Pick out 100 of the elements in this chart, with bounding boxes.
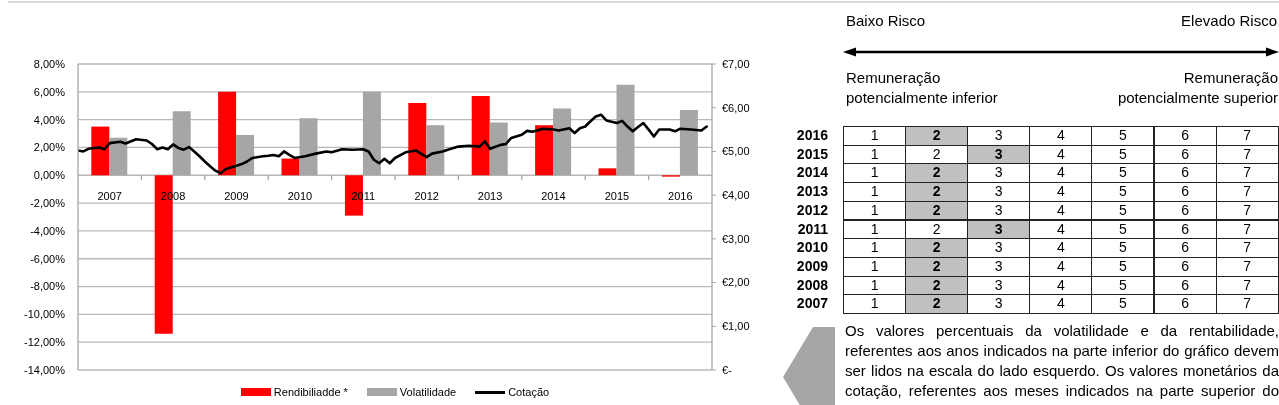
- data-label: 5: [1091, 200, 1155, 221]
- bar: [299, 118, 318, 176]
- text: Remuneração potencialmente superior: [1116, 68, 1278, 107]
- y-tick-label: -12,00%: [24, 336, 66, 349]
- y2-tick-label: €4,00: [722, 189, 750, 202]
- x-tick-label: 2016: [668, 190, 693, 203]
- y-tick-label: 2007: [795, 294, 828, 313]
- y-tick-label: 2009: [795, 256, 828, 276]
- y-tick-label: 2,00%: [33, 141, 66, 154]
- data-label: 5: [1091, 294, 1155, 314]
- data-label: 7: [1215, 256, 1279, 277]
- y2-tick-label: €1,00: [722, 320, 750, 333]
- data-label: 4: [1029, 182, 1093, 202]
- data-label: 1: [843, 238, 907, 258]
- y-tick-label: 2016: [795, 126, 828, 145]
- data-label: 2: [905, 144, 969, 165]
- x-tick-label: 2013: [477, 190, 503, 203]
- data-label: 3: [967, 275, 1031, 296]
- data-label: 5: [1091, 219, 1155, 240]
- data-label: 4: [1029, 256, 1093, 277]
- data-label: 3: [967, 256, 1031, 277]
- line-series: [78, 113, 709, 175]
- data-label: 7: [1215, 219, 1279, 240]
- data-label: 5: [1091, 275, 1155, 296]
- data-label: 3: [967, 163, 1031, 184]
- y2-tick-label: €6,00: [722, 101, 750, 114]
- y-tick-label: 2015: [795, 144, 828, 164]
- data-label: 3: [967, 219, 1031, 240]
- text: Remuneração potencialmente inferior: [846, 68, 999, 107]
- data-label: 3: [967, 126, 1031, 146]
- data-label: 4: [1029, 126, 1093, 146]
- data-label: 7: [1215, 126, 1279, 146]
- data-label: 4: [1029, 144, 1093, 165]
- bar: [553, 108, 572, 176]
- y2-tick-label: €5,00: [722, 145, 750, 158]
- data-label: 7: [1215, 275, 1279, 296]
- bar: [362, 91, 381, 176]
- y-tick-label: -4,00%: [30, 224, 66, 237]
- bar: [426, 125, 445, 176]
- x-tick-label: 2009: [224, 190, 249, 203]
- data-label: 5: [1091, 144, 1155, 165]
- data-label: 6: [1153, 256, 1217, 277]
- data-label: 1: [843, 275, 907, 296]
- x-tick-label: 2010: [287, 190, 313, 203]
- data-label: 7: [1215, 144, 1279, 165]
- x-tick-label: 2007: [97, 190, 122, 203]
- data-label: 1: [843, 219, 907, 240]
- data-label: 5: [1091, 126, 1155, 146]
- text: Os valores percentuais da volatilidade e da rentabilidade, referentes aos anos indicados na parte inferior do gráfico devem ser lidos na escala do lado esquerdo. Os valores monetários da cotação, referentes aos meses indicados na parte superior do: [845, 321, 1279, 401]
- data-label: 4: [1029, 163, 1093, 184]
- y-tick-label: 2008: [795, 275, 828, 295]
- data-label: 1: [843, 200, 907, 221]
- data-label: 1: [843, 256, 907, 277]
- y-tick-label: 6,00%: [33, 85, 66, 98]
- data-label: 1: [843, 294, 907, 314]
- data-label: 6: [1153, 126, 1217, 146]
- data-label: 2: [905, 126, 969, 146]
- y-tick-label: 4,00%: [33, 113, 66, 126]
- y-tick-label: 8,00%: [33, 57, 66, 70]
- bar: [91, 126, 110, 176]
- data-label: 2: [905, 200, 969, 221]
- y2-tick-label: €3,00: [722, 232, 750, 245]
- data-label: 2: [905, 275, 969, 296]
- data-label: 2: [905, 238, 969, 258]
- data-label: 7: [1215, 294, 1279, 314]
- bar: [679, 109, 698, 176]
- data-label: 7: [1215, 238, 1279, 258]
- data-label: 4: [1029, 219, 1093, 240]
- bar: [598, 168, 617, 176]
- data-label: 6: [1153, 275, 1217, 296]
- data-label: 4: [1029, 294, 1093, 314]
- y-tick-label: 2011: [796, 219, 828, 239]
- data-label: 1: [843, 126, 907, 146]
- y-tick-label: 0,00%: [33, 169, 66, 182]
- data-label: 5: [1091, 182, 1155, 202]
- data-label: 4: [1029, 275, 1093, 296]
- data-label: 3: [967, 182, 1031, 202]
- y-tick-label: -8,00%: [30, 280, 66, 293]
- data-label: 2: [905, 163, 969, 184]
- data-label: 1: [843, 144, 907, 165]
- legend-label: Rendibiliadde *: [273, 386, 348, 398]
- data-label: 6: [1153, 182, 1217, 202]
- y-tick-label: 2010: [795, 238, 828, 257]
- text: Baixo Risco: [846, 12, 926, 29]
- bar: [535, 125, 554, 176]
- bar: [281, 158, 300, 176]
- data-label: 4: [1029, 238, 1093, 258]
- y-tick-label: -14,00%: [24, 363, 66, 376]
- bar: [172, 111, 191, 176]
- data-label: 3: [967, 200, 1031, 221]
- data-label: 7: [1215, 182, 1279, 202]
- data-label: 2: [905, 256, 969, 277]
- data-label: 7: [1215, 163, 1279, 184]
- bar: [109, 137, 128, 176]
- data-label: 6: [1153, 238, 1217, 258]
- data-label: 5: [1091, 163, 1155, 184]
- y2-tick-label: €7,00: [722, 57, 750, 70]
- text: Elevado Risco: [1181, 12, 1277, 29]
- y2-tick-label: €2,00: [722, 276, 750, 289]
- data-label: 5: [1091, 256, 1155, 277]
